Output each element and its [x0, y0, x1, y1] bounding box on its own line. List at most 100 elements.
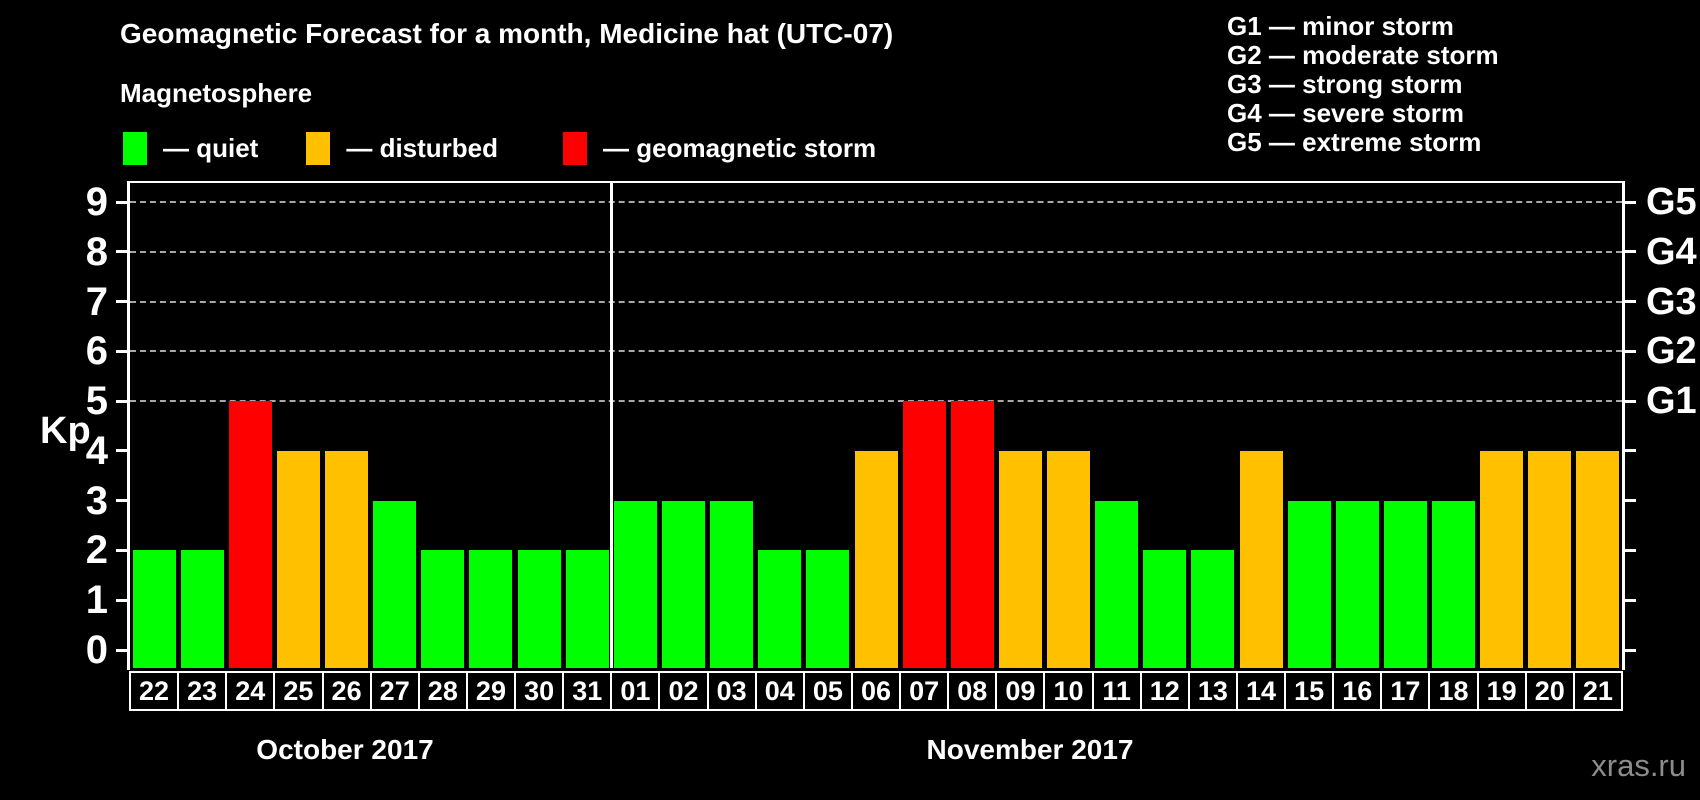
day-label-01: 01	[610, 671, 661, 711]
magnetosphere-legend-title: Magnetosphere	[120, 78, 313, 108]
right-axis-label-g1: G1	[1646, 380, 1697, 423]
y-axis-line	[127, 181, 130, 670]
month-label-october: October 2017	[256, 734, 434, 765]
day-label-12: 12	[1139, 671, 1190, 711]
day-label-30: 30	[514, 671, 565, 711]
y-axis-label-2: 2	[85, 528, 108, 573]
legend-label-storm: — geomagnetic storm	[603, 132, 877, 163]
y-axis-tick-0	[116, 648, 127, 652]
disturbed-color-swatch	[306, 131, 331, 165]
kp-bar-day-01	[613, 500, 657, 668]
kp-bar-day-25	[276, 450, 320, 668]
right-axis-line	[1622, 181, 1625, 670]
y-axis-label-6: 6	[85, 329, 108, 374]
y-axis-title: Kp	[40, 410, 91, 452]
day-label-27: 27	[369, 671, 420, 711]
day-label-05: 05	[802, 671, 853, 711]
legend-label-disturbed: — disturbed	[346, 132, 499, 163]
legend-label-quiet: — quiet	[163, 132, 259, 163]
kp-bar-day-24	[228, 401, 272, 668]
day-label-25: 25	[273, 671, 324, 711]
y-axis-label-1: 1	[85, 578, 108, 623]
right-axis-tick-7	[1625, 300, 1636, 304]
right-axis-tick-1	[1625, 598, 1636, 602]
kp-bar-day-17	[1383, 500, 1427, 668]
right-axis-label-g2: G2	[1646, 330, 1697, 373]
day-label-13: 13	[1187, 671, 1238, 711]
quiet-color-swatch	[123, 131, 147, 165]
kp-bar-day-15	[1287, 500, 1331, 668]
y-axis-tick-7	[116, 300, 127, 304]
kp-bar-day-10	[1047, 450, 1091, 668]
day-label-24: 24	[225, 671, 276, 711]
right-axis-tick-2	[1625, 548, 1636, 552]
day-label-15: 15	[1284, 671, 1335, 711]
y-axis-tick-1	[116, 598, 127, 602]
kp-bar-day-08	[950, 401, 994, 668]
day-label-14: 14	[1235, 671, 1287, 711]
day-label-06: 06	[850, 671, 902, 711]
gridline-kp-8	[130, 250, 1622, 253]
y-axis-tick-9	[116, 200, 127, 204]
kp-bar-day-05	[806, 550, 850, 668]
day-label-18: 18	[1428, 671, 1479, 711]
kp-bar-day-22	[132, 550, 176, 668]
kp-bar-day-27	[373, 500, 417, 668]
kp-bar-day-21	[1576, 450, 1620, 668]
plot-area: 0 1 2 3 4 5 6 7 8 9 G1 G2 G3 G4 G5	[86, 181, 1697, 670]
kp-bar-day-16	[1335, 500, 1379, 668]
right-axis-tick-8	[1625, 250, 1636, 254]
watermark: xras.ru	[1591, 748, 1686, 783]
kp-bar-day-12	[1143, 550, 1187, 668]
g-legend-line-g4: G4 — severe storm	[1227, 98, 1465, 128]
right-axis-tick-3	[1625, 499, 1636, 503]
day-label-03: 03	[706, 671, 757, 711]
y-axis-label-8: 8	[85, 229, 108, 274]
kp-bar-day-26	[325, 450, 369, 668]
day-label-21: 21	[1572, 671, 1623, 711]
day-label-07: 07	[899, 671, 950, 711]
y-axis-label-0: 0	[85, 628, 108, 673]
day-label-19: 19	[1476, 671, 1527, 711]
day-label-22: 22	[129, 671, 180, 711]
y-axis-tick-3	[116, 499, 127, 503]
g-legend-line-g1: G1 — minor storm	[1227, 11, 1454, 41]
day-label-16: 16	[1332, 671, 1383, 711]
kp-bar-day-20	[1528, 450, 1572, 668]
kp-bar-day-18	[1432, 500, 1476, 668]
kp-bar-day-31	[565, 550, 609, 668]
kp-bar-day-23	[180, 550, 224, 668]
kp-bar-day-14	[1239, 450, 1283, 668]
y-axis-tick-5	[116, 399, 127, 403]
right-axis-tick-9	[1625, 200, 1636, 204]
y-axis-label-7: 7	[85, 279, 108, 324]
y-axis-tick-8	[116, 250, 127, 254]
day-label-08: 08	[947, 671, 998, 711]
y-axis-label-5: 5	[85, 379, 108, 424]
gridline-kp-7	[130, 300, 1622, 303]
plot-top-border	[127, 181, 1625, 183]
y-axis-tick-4	[116, 449, 127, 453]
day-label-10: 10	[1043, 671, 1094, 711]
g-legend-line-g2: G2 — moderate storm	[1227, 40, 1499, 70]
day-label-11: 11	[1091, 671, 1142, 711]
kp-bar-day-29	[469, 550, 513, 668]
kp-bar-day-06	[854, 450, 898, 668]
kp-bar-day-03	[710, 500, 754, 668]
kp-bar-day-19	[1480, 450, 1524, 668]
right-axis-tick-0	[1625, 648, 1636, 652]
right-axis-label-g4: G4	[1646, 230, 1697, 273]
day-label-04: 04	[754, 671, 805, 711]
right-axis-label-g3: G3	[1646, 280, 1697, 323]
g-legend-line-g5: G5 — extreme storm	[1227, 127, 1482, 157]
day-label-23: 23	[177, 671, 228, 711]
y-axis-label-4: 4	[85, 428, 108, 473]
legend-item-quiet: — quiet	[123, 131, 259, 165]
day-label-31: 31	[562, 671, 613, 711]
magnetosphere-legend: — quiet — disturbed — geomagnetic storm	[123, 130, 876, 166]
kp-bar-day-28	[421, 550, 465, 668]
day-label-09: 09	[995, 671, 1046, 711]
kp-bar-day-11	[1095, 500, 1139, 668]
month-label-november: November 2017	[926, 734, 1134, 765]
